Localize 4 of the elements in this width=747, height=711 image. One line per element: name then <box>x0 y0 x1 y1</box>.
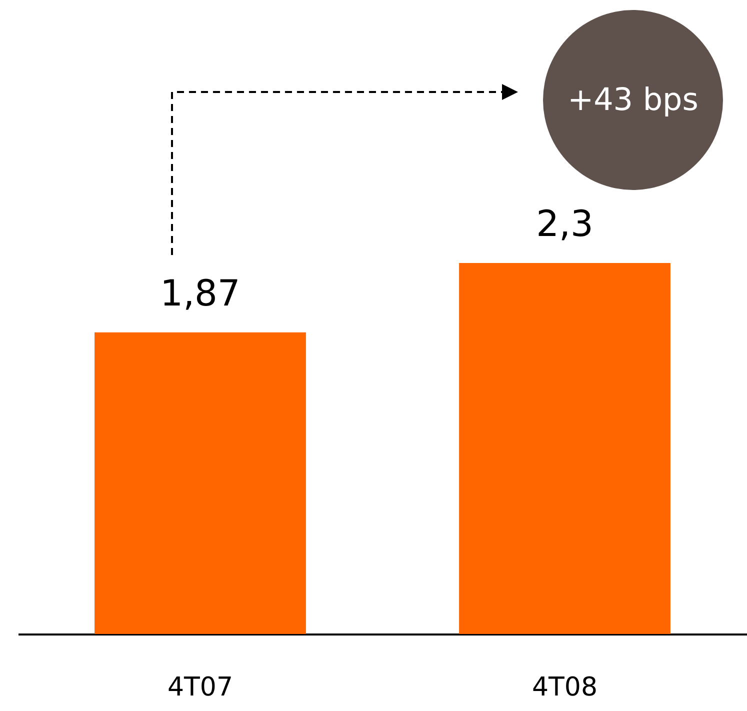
x-tick-label: 4T08 <box>532 672 598 702</box>
data-label: 2,3 <box>536 204 594 245</box>
data-label: 1,87 <box>160 273 240 314</box>
x-tick-label: 4T07 <box>167 672 234 702</box>
